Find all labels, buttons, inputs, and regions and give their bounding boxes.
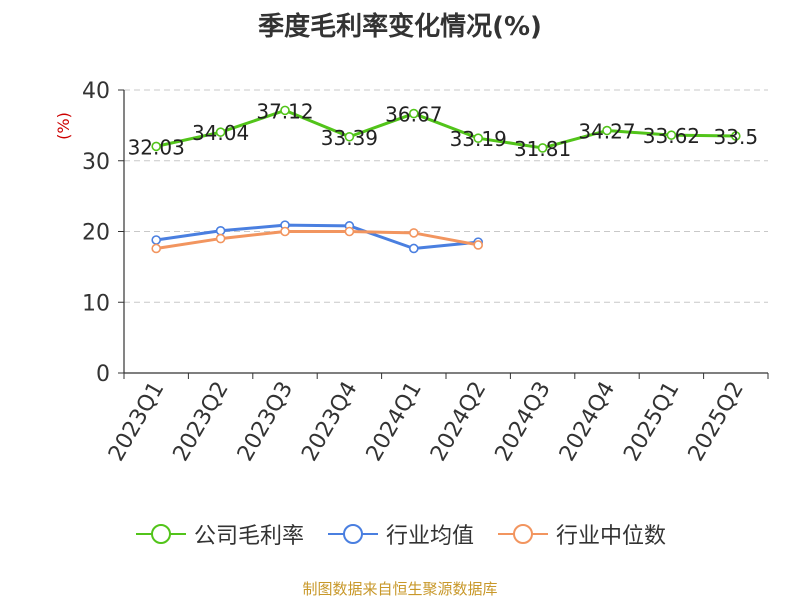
series-line: [155, 223, 479, 250]
legend: 公司毛利率 行业均值 行业中位数: [0, 518, 800, 550]
x-tick-label: 2023Q4: [297, 378, 362, 466]
data-point: [215, 233, 226, 244]
data-point: [730, 131, 741, 141]
x-tick-label: 2023Q2: [168, 378, 233, 466]
data-label: 34.04: [192, 121, 249, 145]
data-point: [280, 105, 290, 116]
chart-title: 季度毛利率变化情况(%): [258, 12, 542, 42]
data-point: [215, 127, 226, 137]
data-label: 31.81: [514, 137, 571, 161]
data-label: 37.12: [256, 99, 313, 123]
x-tick-label: 2024Q2: [426, 378, 491, 466]
series-line: [155, 108, 736, 150]
legend-label: 行业中位数: [556, 524, 667, 549]
data-label: 33.5: [714, 125, 759, 149]
data-label: 36.67: [385, 103, 442, 127]
data-label: 33.19: [450, 127, 507, 151]
source-note: 制图数据来自恒生聚源数据库: [302, 580, 498, 598]
legend-marker-icon: [135, 524, 186, 544]
data-label: 34.27: [578, 120, 635, 144]
data-point: [280, 226, 290, 237]
data-label: 33.39: [321, 126, 378, 150]
x-tick-label: 2024Q4: [555, 378, 620, 466]
data-label: 32.03: [128, 135, 185, 159]
legend-item[interactable]: 行业均值: [326, 518, 474, 550]
legend-marker-icon: [327, 524, 378, 544]
data-point: [408, 228, 419, 238]
data-point: [473, 133, 484, 143]
series-line: [155, 230, 479, 250]
data-label: 33.62: [643, 124, 700, 148]
y-tick-label: 10: [82, 291, 110, 316]
data-point: [537, 143, 548, 153]
y-tick-label: 0: [96, 362, 110, 387]
legend-label: 行业均值: [385, 524, 474, 549]
legend-item[interactable]: 公司毛利率: [134, 518, 304, 550]
y-tick-label: 30: [82, 150, 110, 175]
data-point: [408, 243, 419, 254]
data-point: [344, 226, 355, 237]
data-point: [151, 243, 161, 254]
data-point: [666, 130, 677, 140]
legend-label: 公司毛利率: [193, 524, 304, 549]
x-tick-label: 2023Q1: [104, 378, 169, 466]
x-tick-label: 2024Q1: [362, 378, 427, 466]
y-tick-label: 20: [82, 221, 110, 246]
data-point: [215, 225, 226, 236]
data-point: [151, 235, 161, 245]
x-tick-label: 2023Q3: [233, 378, 298, 466]
data-point: [408, 108, 419, 119]
x-tick-label: 2024Q3: [490, 378, 555, 466]
y-tick-label: 40: [82, 79, 110, 104]
y-axis-label: (%): [54, 112, 73, 140]
data-point: [473, 240, 484, 250]
x-tick-label: 2025Q2: [684, 378, 749, 466]
legend-item[interactable]: 行业中位数: [496, 518, 666, 550]
legend-marker-icon: [498, 524, 548, 544]
data-point: [602, 125, 612, 136]
data-point: [151, 141, 161, 152]
data-point: [344, 131, 355, 142]
x-tick-label: 2025Q1: [619, 378, 684, 466]
